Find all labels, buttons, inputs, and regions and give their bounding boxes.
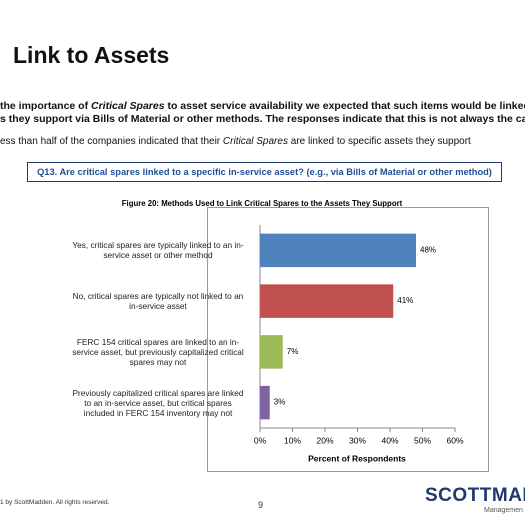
text: Critical Spares: [91, 100, 165, 112]
chart-frame: [207, 207, 489, 472]
value-label: 41%: [397, 296, 413, 305]
text: to asset service availability we expecte…: [164, 100, 525, 112]
value-label: 48%: [420, 245, 436, 254]
bar: [260, 385, 270, 420]
x-tick-label: 20%: [316, 435, 333, 445]
bar: [260, 284, 394, 318]
copyright: 1 by ScottMadden. All rights reserved.: [0, 499, 110, 506]
chart-title: Figure 20: Methods Used to Link Critical…: [122, 199, 403, 208]
text: ess than half of the companies indicated…: [0, 136, 223, 147]
text: Critical Spares: [222, 136, 288, 147]
value-label: 3%: [274, 398, 286, 407]
x-tick-label: 0%: [254, 435, 267, 445]
slide-title: Link to Assets: [13, 42, 170, 68]
category-label: Previously capitalized critical spares a…: [72, 387, 244, 418]
question-box: Q13. Are critical spares linked to a spe…: [27, 162, 502, 182]
value-label: 7%: [287, 347, 299, 356]
x-tick-label: 50%: [414, 435, 431, 445]
text: the importance of: [0, 100, 92, 112]
x-tick-label: 60%: [446, 435, 463, 445]
category-label: No, critical spares are typically not li…: [72, 291, 244, 312]
category-label: Yes, critical spares are typically linke…: [72, 240, 244, 261]
intro-line: the importance of Critical Spares to ass…: [0, 100, 525, 112]
logo-sub: Managemen: [484, 507, 523, 514]
x-axis-label: Percent of Respondents: [308, 453, 406, 463]
logo: SCOTTMAD: [425, 485, 525, 506]
category-label: FERC 154 critical spares are linked to a…: [72, 336, 244, 367]
x-tick-label: 30%: [349, 435, 366, 445]
bullet: ess than half of the companies indicated…: [0, 136, 471, 147]
bar: [260, 335, 283, 369]
page-number: 9: [258, 500, 264, 510]
bar: [260, 233, 416, 268]
x-tick-label: 40%: [381, 435, 398, 445]
x-tick-label: 10%: [284, 435, 301, 445]
text: are linked to specific assets they suppo…: [287, 136, 471, 147]
intro-line: s they support via Bills of Material or …: [0, 113, 525, 125]
